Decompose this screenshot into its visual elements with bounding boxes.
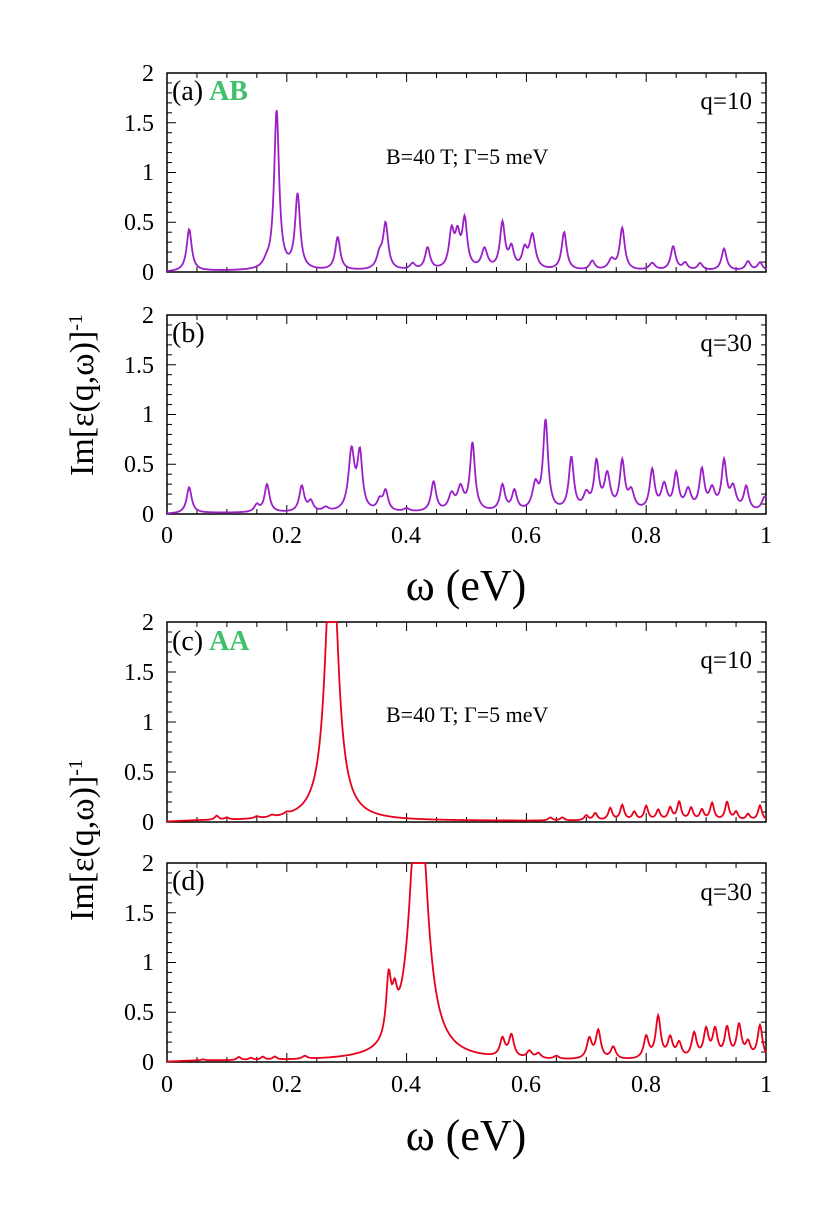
ylabel-group-ab: Im[ε(q,ω)]-1 bbox=[64, 314, 101, 476]
panel-d-ytick-0: 0 bbox=[142, 1050, 154, 1076]
panel-a-series bbox=[166, 109, 767, 272]
panel-b-q-label: q=30 bbox=[700, 330, 752, 357]
panel-a: 0 0.5 1 1.5 2 (a) AB q=10 B=40 T; Γ=5 meV bbox=[124, 61, 767, 286]
panel-b-xtick-4: 0.8 bbox=[631, 523, 661, 549]
svg-text:Im[ε(q,ω)]-1: Im[ε(q,ω)]-1 bbox=[64, 314, 101, 476]
panel-c-yticks: 0 0.5 1 1.5 2 bbox=[124, 610, 154, 836]
panel-b-yticks: 0 0.5 1 1.5 2 bbox=[124, 303, 154, 528]
panel-b-ytick-1: 0.5 bbox=[124, 452, 154, 478]
panel-d-ytick-4: 2 bbox=[142, 851, 154, 877]
panel-a-ytick-0: 0 bbox=[142, 260, 154, 286]
panel-a-stacking: AB bbox=[209, 76, 248, 107]
panel-d-xticks: 0 0.2 0.4 0.6 0.8 1 bbox=[161, 1072, 772, 1098]
panel-d: 0 0.5 1 1.5 2 (d) q=30 0 0.2 0.4 0.6 0.8… bbox=[124, 851, 772, 1160]
ylabel-main-aa: Im[ε(q,ω)] bbox=[64, 776, 101, 921]
panel-c-label: (c) bbox=[172, 626, 203, 657]
panel-c-ytick-1: 0.5 bbox=[124, 760, 154, 786]
ylabel-group-aa: Im[ε(q,ω)]-1 bbox=[64, 759, 101, 921]
panel-a-label: (a) bbox=[172, 76, 203, 107]
panel-a-ytick-1: 0.5 bbox=[124, 210, 154, 236]
panel-a-yticks: 0 0.5 1 1.5 2 bbox=[124, 61, 154, 286]
panel-a-params: B=40 T; Γ=5 meV bbox=[386, 144, 549, 169]
panel-b-ytick-3: 1.5 bbox=[124, 353, 154, 379]
panel-b-xticks: 0 0.2 0.4 0.6 0.8 1 bbox=[161, 523, 772, 549]
panel-c-q-label: q=10 bbox=[700, 647, 752, 674]
panel-a-ytick-2: 1 bbox=[142, 160, 154, 186]
ylabel-sup-aa: -1 bbox=[65, 759, 87, 776]
panel-d-xtick-0: 0 bbox=[161, 1072, 173, 1098]
panel-d-xtick-5: 1 bbox=[760, 1072, 772, 1098]
panel-b-xtick-0: 0 bbox=[161, 523, 173, 549]
panel-c-stacking: AA bbox=[209, 626, 250, 657]
panel-c-ytick-0: 0 bbox=[142, 810, 154, 836]
panel-c-ytick-2: 1 bbox=[142, 710, 154, 736]
panel-b: 0 0.5 1 1.5 2 (b) q=30 0 0.2 0.4 0.6 0.8… bbox=[124, 303, 772, 610]
panel-b-ytick-2: 1 bbox=[142, 402, 154, 428]
panel-d-xtick-1: 0.2 bbox=[272, 1072, 302, 1098]
panel-d-ytick-1: 0.5 bbox=[124, 1000, 154, 1026]
panel-b-xtick-1: 0.2 bbox=[272, 523, 302, 549]
panel-c-ytick-4: 2 bbox=[142, 610, 154, 636]
panel-a-q-label: q=10 bbox=[700, 88, 752, 115]
panel-c-tickmarks bbox=[166, 621, 767, 823]
svg-text:(c)AA: (c) AA bbox=[172, 626, 250, 657]
panel-b-xtick-2: 0.4 bbox=[391, 523, 421, 549]
panel-b-label: (b) bbox=[172, 318, 205, 349]
panel-d-xtick-3: 0.6 bbox=[511, 1072, 541, 1098]
panel-d-label: (d) bbox=[172, 866, 205, 897]
panel-d-series bbox=[166, 862, 767, 1063]
svg-text:(a)AB: (a) AB bbox=[172, 76, 248, 107]
panel-a-frame bbox=[166, 72, 767, 273]
panel-b-xtick-3: 0.6 bbox=[511, 523, 541, 549]
panel-b-tickmarks bbox=[166, 314, 767, 515]
panel-a-ytick-4: 2 bbox=[142, 61, 154, 87]
panel-d-yticks: 0 0.5 1 1.5 2 bbox=[124, 851, 154, 1076]
panel-c-series bbox=[166, 621, 767, 823]
panel-a-tickmarks bbox=[166, 72, 767, 273]
panel-d-xtick-2: 0.4 bbox=[391, 1072, 421, 1098]
panel-b-xtick-5: 1 bbox=[760, 523, 772, 549]
panel-d-q-label: q=30 bbox=[700, 879, 752, 906]
panel-c-params: B=40 T; Γ=5 meV bbox=[386, 702, 549, 727]
panel-c: 0 0.5 1 1.5 2 (c) AA q=10 B=40 T; Γ=5 meV bbox=[124, 610, 767, 836]
panel-b-ytick-0: 0 bbox=[142, 502, 154, 528]
panel-b-xlabel: ω (eV) bbox=[406, 561, 527, 610]
panel-b-series bbox=[166, 418, 767, 515]
ylabel-main-ab: Im[ε(q,ω)] bbox=[64, 331, 101, 476]
panel-d-frame bbox=[166, 862, 767, 1063]
panel-c-ytick-3: 1.5 bbox=[124, 660, 154, 686]
ylabel-sup-ab: -1 bbox=[65, 314, 87, 331]
panel-a-ytick-3: 1.5 bbox=[124, 111, 154, 137]
panel-d-xtick-4: 0.8 bbox=[631, 1072, 661, 1098]
svg-text:Im[ε(q,ω)]-1: Im[ε(q,ω)]-1 bbox=[64, 759, 101, 921]
panel-b-frame bbox=[166, 314, 767, 515]
panel-d-ytick-3: 1.5 bbox=[124, 901, 154, 927]
panel-b-ytick-4: 2 bbox=[142, 303, 154, 329]
panel-d-xlabel: ω (eV) bbox=[406, 1111, 527, 1160]
panel-d-tickmarks bbox=[166, 862, 767, 1063]
panel-d-ytick-2: 1 bbox=[142, 950, 154, 976]
